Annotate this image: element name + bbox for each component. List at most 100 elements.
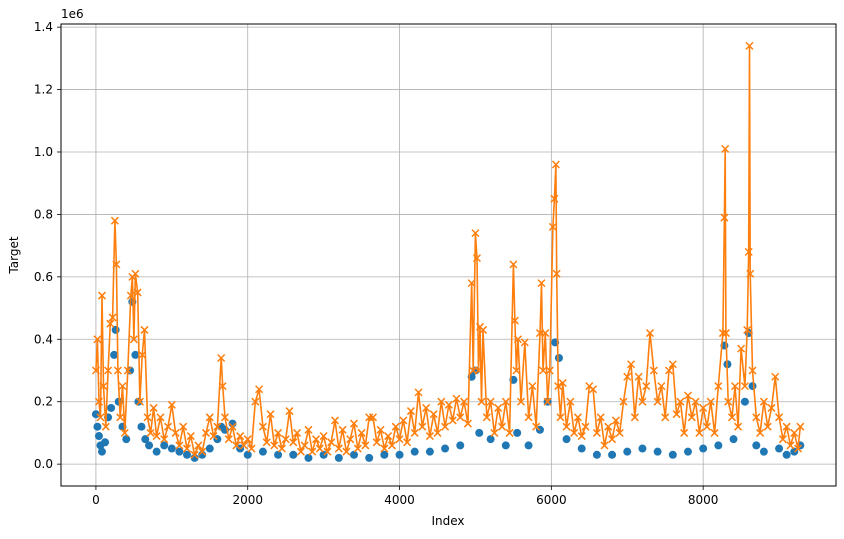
data-point xyxy=(141,435,150,444)
data-point xyxy=(552,269,561,278)
data-point xyxy=(550,194,559,203)
data-point xyxy=(274,450,283,459)
series-1 xyxy=(91,297,805,462)
data-point xyxy=(107,403,116,412)
data-point xyxy=(342,447,351,456)
data-point xyxy=(232,441,241,450)
data-point xyxy=(486,435,495,444)
data-point xyxy=(752,441,761,450)
data-point xyxy=(566,397,575,406)
data-point xyxy=(160,435,169,444)
data-point xyxy=(160,441,169,450)
x-axis: 0 2000 4000 6000 8000 xyxy=(92,486,718,507)
data-point xyxy=(759,397,768,406)
data-point xyxy=(368,413,378,422)
data-point xyxy=(702,422,711,431)
data-point xyxy=(714,441,723,450)
data-point xyxy=(604,422,613,431)
data-point xyxy=(156,413,165,422)
data-point xyxy=(699,403,708,412)
data-point xyxy=(456,441,465,450)
data-point xyxy=(577,432,586,441)
data-point xyxy=(778,435,787,444)
data-point xyxy=(258,422,267,431)
data-point xyxy=(592,428,601,437)
data-point xyxy=(101,422,110,431)
data-point xyxy=(433,428,442,437)
data-point xyxy=(120,428,129,437)
data-point xyxy=(149,403,158,412)
x-axis-label: Index xyxy=(431,514,464,528)
data-point xyxy=(437,397,446,406)
data-point xyxy=(608,435,617,444)
data-point xyxy=(274,428,283,437)
data-point xyxy=(456,413,465,422)
data-point xyxy=(573,413,582,422)
data-point xyxy=(627,360,636,369)
data-point xyxy=(112,260,121,269)
y-tick-label: 0.8 xyxy=(34,207,53,221)
data-point xyxy=(516,397,526,406)
data-point xyxy=(243,435,252,444)
data-point xyxy=(395,450,404,459)
data-point xyxy=(695,428,704,437)
data-point xyxy=(123,366,132,375)
data-point xyxy=(649,366,658,375)
y-offset-label: 1e6 xyxy=(61,7,84,21)
y-tick-label: 0.6 xyxy=(34,270,53,284)
data-point xyxy=(116,413,125,422)
data-point xyxy=(289,450,298,459)
data-point xyxy=(399,416,408,425)
data-point xyxy=(721,144,730,153)
data-point xyxy=(581,422,590,431)
data-point xyxy=(239,441,248,450)
data-point xyxy=(513,428,522,437)
data-point xyxy=(135,397,144,406)
data-point xyxy=(410,447,419,456)
x-tick-label: 6000 xyxy=(536,493,567,507)
data-point xyxy=(505,428,514,437)
data-point xyxy=(312,435,321,444)
data-point xyxy=(361,441,370,450)
data-point xyxy=(501,441,510,450)
data-point xyxy=(444,400,453,409)
data-point xyxy=(782,422,791,431)
data-point xyxy=(448,416,457,425)
data-point xyxy=(475,428,484,437)
y-tick-label: 0.2 xyxy=(34,395,53,409)
data-point xyxy=(236,432,245,441)
data-point xyxy=(528,382,537,391)
data-point xyxy=(657,382,666,391)
y-tick-label: 1.0 xyxy=(34,145,53,159)
data-point xyxy=(570,428,579,437)
data-point xyxy=(101,438,110,447)
data-point xyxy=(524,441,533,450)
data-point xyxy=(106,319,115,328)
data-point xyxy=(501,397,510,406)
data-point xyxy=(346,435,355,444)
data-point xyxy=(672,410,681,419)
data-point xyxy=(541,329,550,338)
data-point xyxy=(113,366,122,375)
data-point xyxy=(270,441,279,450)
data-point xyxy=(619,397,628,406)
data-point xyxy=(796,422,805,431)
data-point xyxy=(630,413,639,422)
plot-area xyxy=(91,41,805,462)
data-point xyxy=(380,450,389,459)
data-point xyxy=(554,354,563,363)
data-point xyxy=(406,407,415,416)
data-point xyxy=(467,279,476,288)
data-point xyxy=(308,447,317,456)
data-point xyxy=(349,419,359,428)
data-point xyxy=(315,444,324,453)
data-point xyxy=(740,397,749,406)
grid xyxy=(61,24,836,486)
data-point xyxy=(163,422,173,431)
data-point xyxy=(224,435,233,444)
y-tick-label: 0.0 xyxy=(34,457,53,471)
data-point xyxy=(266,410,275,419)
data-point xyxy=(138,350,147,359)
data-point xyxy=(653,447,662,456)
